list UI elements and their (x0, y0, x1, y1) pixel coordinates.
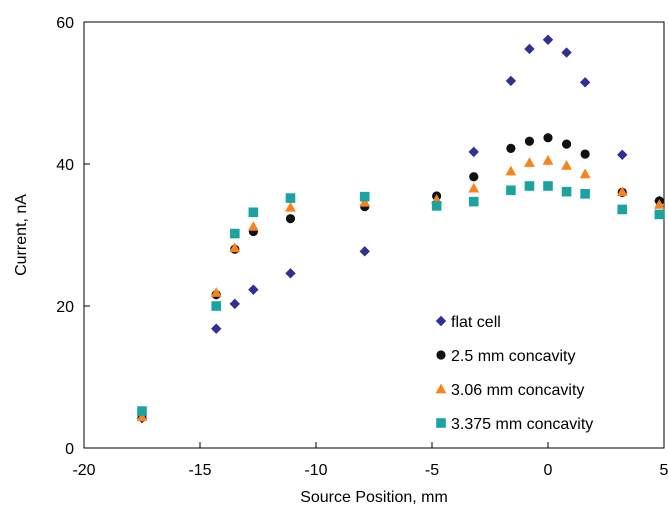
data-point-diamond (561, 47, 572, 58)
data-point-circle (506, 143, 516, 153)
data-point-diamond (617, 149, 628, 160)
data-point-triangle (229, 242, 241, 253)
data-point-square (524, 181, 535, 191)
data-point-circle (543, 133, 553, 143)
data-point-diamond (542, 34, 554, 45)
data-point-diamond (229, 298, 240, 310)
data-point-circle (580, 149, 590, 159)
data-point-triangle (136, 411, 148, 422)
legend-marker-circle (436, 350, 446, 360)
x-tick-label: 5 (660, 462, 668, 479)
data-point-square (211, 301, 222, 311)
data-point-triangle (579, 168, 591, 179)
x-tick-label: 0 (544, 462, 553, 479)
x-axis-title: Source Position, mm (300, 489, 448, 506)
data-series (136, 34, 665, 424)
legend-label: flat cell (451, 314, 501, 331)
data-point-circle (561, 139, 572, 149)
y-tick-label: 60 (56, 15, 74, 32)
data-point-diamond (524, 43, 535, 55)
y-tick-label: 0 (65, 441, 74, 458)
data-point-square (248, 207, 259, 218)
legend-label: 3.06 mm concavity (451, 382, 584, 399)
legend-marker-diamond (435, 315, 447, 327)
data-point-triangle (616, 186, 628, 197)
data-point-square (580, 189, 590, 199)
legend: flat cell 2.5 mm concavity 3.06 mm concavi… (435, 314, 593, 433)
y-tick-label: 20 (56, 299, 74, 316)
data-point-square (506, 185, 516, 196)
legend-marker-triangle (435, 383, 447, 394)
y-axis-title: Current, nA (13, 194, 30, 276)
data-point-square (561, 186, 572, 197)
data-point-diamond (579, 77, 591, 88)
legend-item: 3.06 mm concavity (435, 382, 584, 399)
data-point-triangle (210, 287, 222, 297)
x-tick-label: -20 (72, 462, 95, 479)
data-point-square (617, 204, 628, 215)
data-point-square (137, 406, 147, 416)
data-point-diamond (211, 323, 222, 334)
legend-label: 2.5 mm concavity (451, 348, 575, 365)
data-point-diamond (285, 268, 296, 279)
data-point-triangle (285, 201, 296, 212)
plot-area-frame (83, 21, 665, 449)
data-point-triangle (247, 221, 259, 231)
data-point-diamond (468, 146, 479, 158)
legend-item: 2.5 mm concavity (436, 348, 575, 365)
data-point-square (543, 181, 553, 191)
series-triangle (136, 155, 665, 422)
data-point-triangle (561, 160, 572, 170)
data-point-diamond (505, 75, 517, 87)
data-point-triangle (653, 199, 665, 209)
data-point-square (654, 209, 665, 220)
data-point-circle (285, 214, 296, 224)
x-tick-label: -10 (304, 462, 327, 479)
x-tick-label: -5 (425, 462, 439, 479)
data-point-square (468, 196, 479, 207)
data-point-triangle (468, 182, 480, 193)
legend-label: 3.375 mm concavity (451, 416, 593, 433)
data-point-square (359, 191, 370, 202)
y-axis: 0 20 40 60 (56, 15, 90, 458)
data-point-square (285, 193, 296, 203)
y-tick-label: 40 (56, 157, 74, 174)
x-axis: -20 -15 -10 -5 0 5 (72, 442, 668, 479)
data-point-circle (469, 172, 479, 182)
legend-item: flat cell (435, 314, 501, 331)
data-point-circle (524, 136, 535, 146)
data-point-square (230, 228, 240, 239)
data-point-triangle (524, 157, 535, 167)
data-point-triangle (542, 155, 554, 165)
data-point-triangle (505, 165, 517, 176)
data-point-triangle (359, 196, 371, 207)
series-square (137, 181, 665, 416)
data-point-diamond (359, 246, 370, 257)
legend-item: 3.375 mm concavity (436, 416, 593, 433)
series-diamond (136, 34, 665, 424)
data-point-diamond (248, 284, 259, 295)
x-tick-label: -15 (188, 462, 211, 479)
legend-marker-square (436, 418, 446, 428)
data-point-square (431, 201, 442, 211)
